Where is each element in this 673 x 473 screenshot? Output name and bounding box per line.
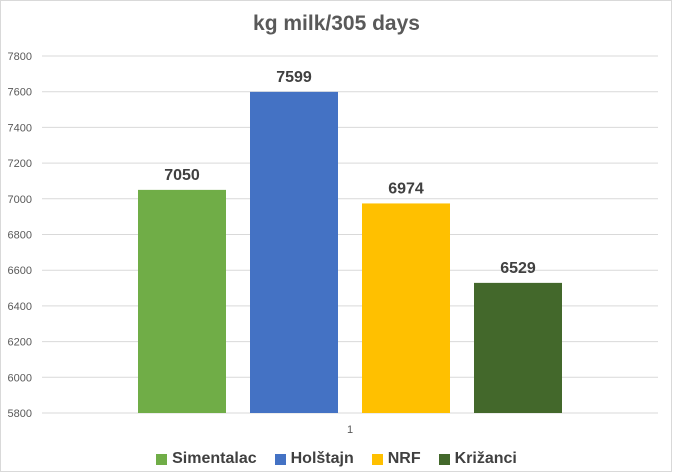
legend-swatch [438,453,450,465]
legend-swatch [274,453,286,465]
legend-swatch [371,453,383,465]
legend-label: Križanci [454,450,517,467]
legend-item: NRF [371,450,421,468]
y-tick-label: 6000 [8,372,32,384]
y-tick-label: 6400 [8,301,32,313]
data-label: 7050 [164,167,200,184]
y-tick-label: 6600 [8,265,32,277]
legend-swatch [156,453,168,465]
y-tick-label: 6200 [8,337,32,349]
x-tick-label: 1 [347,424,353,436]
legend-item: Križanci [438,450,517,468]
legend: Simentalac Holštajn NRF Križanci [0,450,673,468]
legend-item: Simentalac [156,450,257,468]
chart-title: kg milk/305 days [253,12,420,35]
y-tick-label: 7600 [8,87,32,99]
data-label: 7599 [276,69,312,86]
y-tick-label: 7000 [8,194,32,206]
bar-križanci [474,282,562,413]
y-tick-label: 7400 [8,122,32,134]
y-tick-label: 6800 [8,230,32,242]
y-tick-label: 5800 [8,408,32,420]
legend-item: Holštajn [274,450,354,468]
bar-nrf [362,203,450,413]
y-tick-label: 7800 [8,51,32,63]
legend-label: Holštajn [290,450,354,467]
bar-holštajn [250,91,338,413]
data-label: 6529 [500,260,536,277]
bar-simentalac [138,189,226,413]
data-label: 6974 [388,180,424,197]
legend-label: Simentalac [172,450,257,467]
y-tick-label: 7200 [8,158,32,170]
legend-label: NRF [387,450,421,467]
